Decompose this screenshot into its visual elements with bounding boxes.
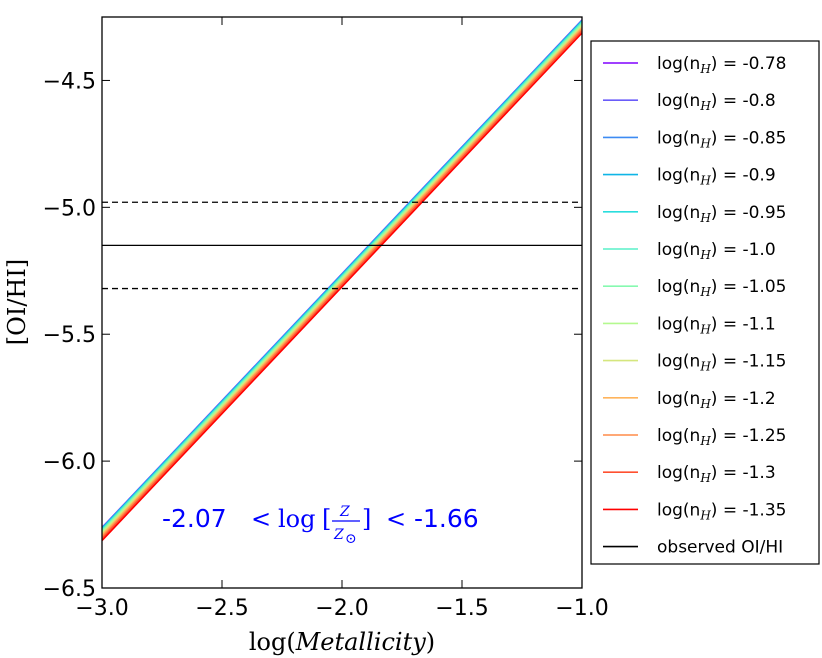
annotation-log: log <box>278 505 316 533</box>
series-line-11 <box>102 30 582 540</box>
legend-entry: log(nH) = -0.8 <box>603 91 776 113</box>
legend-entry: log(nH) = -1.1 <box>603 314 776 336</box>
legend-label: log(nH) = -1.05 <box>657 277 786 299</box>
legend-entry: log(nH) = -1.15 <box>603 352 786 374</box>
legend: log(nH) = -0.78 log(nH) = -0.8 log(nH) = -… <box>590 40 820 565</box>
legend-entry: log(nH) = -1.35 <box>603 500 786 522</box>
legend-label: log(nH) = -1.25 <box>657 426 786 448</box>
x-axis-title: log(Metallicity) <box>249 628 435 656</box>
legend-entry: log(nH) = -1.3 <box>603 463 776 485</box>
x-tick-label: −2.5 <box>195 596 248 621</box>
legend-entry: observed OI/HI <box>603 538 783 558</box>
annotation-upper-bound: -1.66 <box>414 504 479 533</box>
annotation-lower-bound: -2.07 <box>162 504 227 533</box>
legend-box <box>590 40 820 565</box>
annotation-sun-symbol: ⊙ <box>345 531 357 547</box>
x-tick-label: −1.0 <box>555 596 608 621</box>
series-line-8 <box>102 25 582 535</box>
legend-label: log(nH) = -1.2 <box>657 389 776 411</box>
y-tick-label: −5.5 <box>43 323 96 348</box>
annotation-less-than-1: < <box>251 505 271 533</box>
legend-entry: log(nH) = -1.05 <box>603 277 786 299</box>
x-ticks: −3.0 −2.5 −2.0 −1.5 −1.0 <box>75 17 609 621</box>
legend-label: log(nH) = -0.85 <box>657 128 786 150</box>
legend-label: log(nH) = -0.9 <box>657 166 776 188</box>
annotation-fraction-numerator: Z <box>339 504 350 520</box>
y-tick-label: −5.0 <box>43 196 96 221</box>
legend-entry: log(nH) = -0.95 <box>603 203 786 225</box>
annotation-fraction-denominator: Z <box>333 527 344 543</box>
x-tick-label: −2.0 <box>315 596 368 621</box>
legend-label: observed OI/HI <box>657 538 783 558</box>
annotation-bracket-open: [ <box>322 505 331 533</box>
observation-lines <box>102 201 582 290</box>
x-tick-label: −1.5 <box>435 596 488 621</box>
y-ticks: −6.5 −6.0 −5.5 −5.0 −4.5 <box>43 69 582 602</box>
legend-label: log(nH) = -1.15 <box>657 352 786 374</box>
y-tick-label: −6.0 <box>43 450 96 475</box>
y-tick-label: −6.5 <box>43 577 96 602</box>
legend-entry: log(nH) = -1.2 <box>603 389 776 411</box>
y-tick-label: −4.5 <box>43 69 96 94</box>
legend-entry: log(nH) = -1.25 <box>603 426 786 448</box>
y-axis-title: [OI/HI] <box>3 259 31 345</box>
legend-label: log(nH) = -0.8 <box>657 91 776 113</box>
legend-label: log(nH) = -1.35 <box>657 500 786 522</box>
metallicity-annotation: -2.07 < log [ Z Z ⊙ ] < -1.66 <box>162 504 479 547</box>
annotation-less-than-2: < <box>386 505 406 533</box>
series-line-12 <box>102 32 582 542</box>
legend-label: log(nH) = -1.3 <box>657 463 776 485</box>
legend-entry: log(nH) = -0.85 <box>603 128 786 150</box>
plot-lines <box>102 19 582 542</box>
series-line-10 <box>102 28 582 538</box>
legend-entry: log(nH) = -1.0 <box>603 240 776 262</box>
legend-label: log(nH) = -1.1 <box>657 314 776 336</box>
series-line-6 <box>102 23 582 532</box>
legend-entry: log(nH) = -0.9 <box>603 166 776 188</box>
legend-label: log(nH) = -0.78 <box>657 54 786 76</box>
series-line-9 <box>102 27 582 536</box>
legend-label: log(nH) = -1.0 <box>657 240 776 262</box>
legend-entry: log(nH) = -0.78 <box>603 54 786 76</box>
series-line-7 <box>102 24 582 533</box>
annotation-bracket-close: ] <box>362 505 371 533</box>
legend-label: log(nH) = -0.95 <box>657 203 786 225</box>
x-tick-label: −3.0 <box>75 596 128 621</box>
